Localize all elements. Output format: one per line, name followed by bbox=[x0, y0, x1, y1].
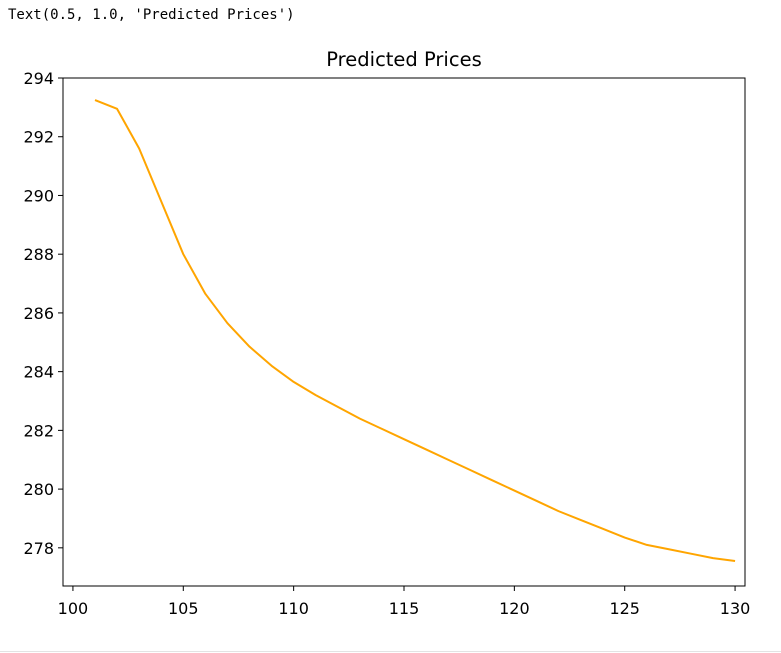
series-line-0 bbox=[94, 99, 736, 563]
y-tick-label: 294 bbox=[23, 69, 54, 88]
cell-divider bbox=[0, 651, 781, 652]
x-tick-label: 110 bbox=[278, 599, 309, 618]
x-tick-label: 100 bbox=[58, 599, 89, 618]
y-tick-label: 292 bbox=[23, 128, 54, 147]
x-tick-label: 115 bbox=[389, 599, 420, 618]
axes-frame bbox=[62, 77, 746, 587]
x-tick-label: 125 bbox=[609, 599, 640, 618]
x-tick-label: 105 bbox=[168, 599, 199, 618]
y-axis: 278 280 282 284 286 288 290 292 294 bbox=[23, 69, 63, 558]
x-axis: 100 105 110 115 120 125 130 bbox=[58, 586, 751, 618]
y-tick-label: 290 bbox=[23, 186, 54, 205]
cell-output-text: Text(0.5, 1.0, 'Predicted Prices') bbox=[8, 7, 295, 23]
y-tick-label: 282 bbox=[23, 421, 54, 440]
plot-area bbox=[94, 99, 736, 563]
x-tick-label: 130 bbox=[720, 599, 751, 618]
y-tick-label: 288 bbox=[23, 245, 54, 264]
y-tick-label: 284 bbox=[23, 363, 54, 382]
y-tick-label: 280 bbox=[23, 480, 54, 499]
x-tick-label: 120 bbox=[499, 599, 530, 618]
chart-title: Predicted Prices bbox=[326, 48, 481, 71]
y-tick-label: 278 bbox=[23, 539, 54, 558]
y-tick-label: 286 bbox=[23, 304, 54, 323]
